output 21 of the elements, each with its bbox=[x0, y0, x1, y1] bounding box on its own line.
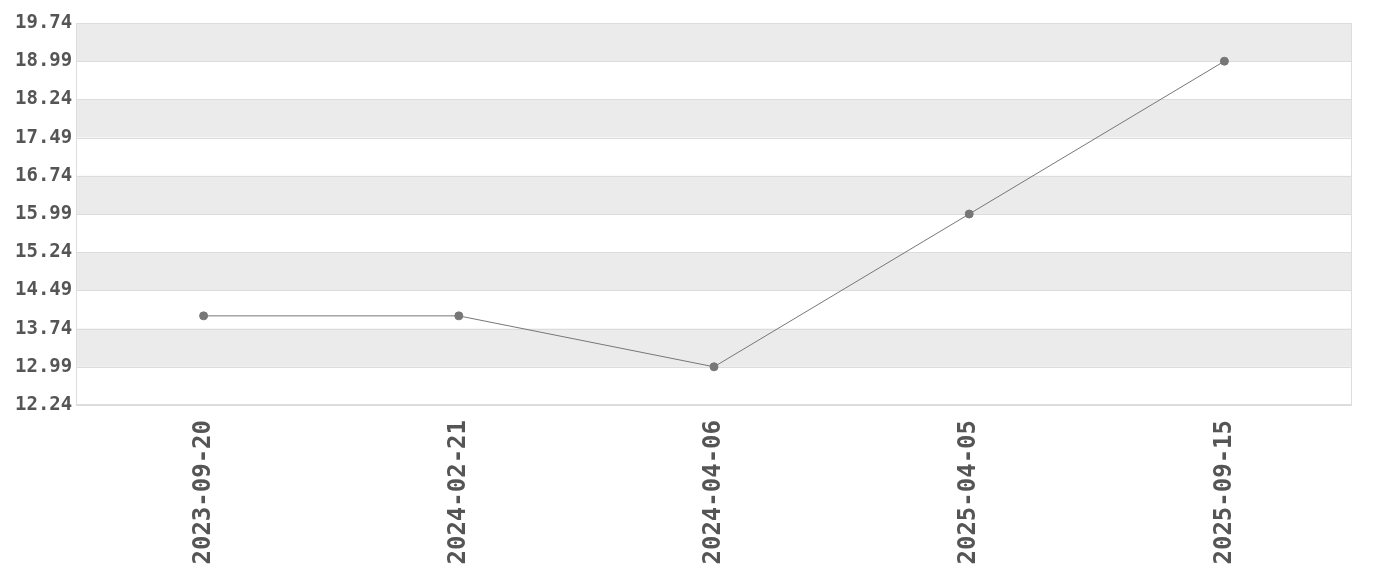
y-tick-label: 15.99 bbox=[15, 200, 73, 223]
y-tick-label: 16.74 bbox=[15, 162, 73, 185]
y-tick-label: 17.49 bbox=[15, 124, 73, 147]
y-tick-label: 15.24 bbox=[15, 239, 73, 262]
point bbox=[454, 311, 464, 321]
y-tick-label: 12.24 bbox=[15, 391, 73, 414]
y-tick-label: 13.74 bbox=[15, 315, 73, 338]
point bbox=[199, 311, 209, 321]
point bbox=[964, 209, 974, 219]
y-tick-label: 12.99 bbox=[15, 353, 73, 376]
y-tick-label: 14.49 bbox=[15, 277, 73, 300]
y-tick-label: 18.24 bbox=[15, 86, 73, 109]
y-tick-label: 19.74 bbox=[15, 9, 73, 32]
point bbox=[709, 362, 719, 372]
y-tick-label: 18.99 bbox=[15, 48, 73, 71]
x-tick-label: 2025-04-05 bbox=[953, 420, 982, 565]
point bbox=[1219, 56, 1229, 66]
x-tick-label: 2025-09-15 bbox=[1208, 420, 1237, 565]
x-tick-label: 2023-09-20 bbox=[187, 420, 216, 565]
x-tick-label: 2024-04-06 bbox=[698, 420, 727, 565]
x-tick-label: 2024-02-21 bbox=[443, 420, 472, 565]
